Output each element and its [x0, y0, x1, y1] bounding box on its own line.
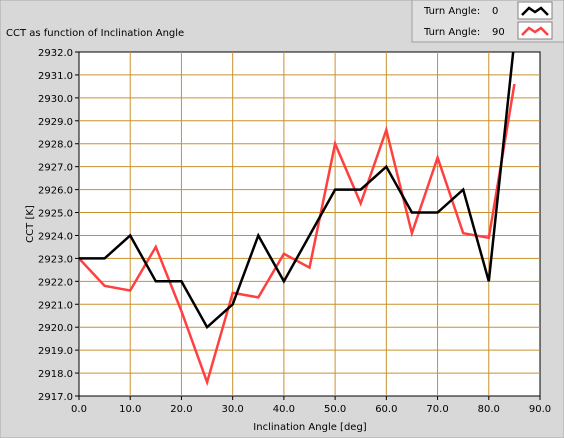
- x-tick-label: 50.0: [324, 404, 346, 415]
- legend-swatch-0: [521, 6, 549, 16]
- y-tick-label: 2920.0: [38, 323, 73, 334]
- y-tick-label: 2931.0: [38, 71, 73, 82]
- x-axis: 0.0 10.0 20.0 30.0 40.0 50.0 60.0 70.0 80.0 90.0: [71, 396, 551, 415]
- chart-title: CCT as function of Inclination Angle: [6, 28, 184, 39]
- y-tick-label: 2918.0: [38, 369, 73, 380]
- x-axis-label: Inclination Angle [deg]: [253, 422, 367, 433]
- y-tick-label: 2923.0: [38, 254, 73, 265]
- y-axis-label: CCT [K]: [25, 205, 36, 243]
- plot-area: [78, 51, 541, 397]
- x-tick-label: 80.0: [478, 404, 500, 415]
- x-tick-label: 40.0: [273, 404, 295, 415]
- y-tick-label: 2925.0: [38, 209, 73, 220]
- x-tick-label: 10.0: [119, 404, 141, 415]
- x-tick-label: 30.0: [222, 404, 244, 415]
- y-tick-label: 2930.0: [38, 94, 73, 105]
- x-tick-label: 70.0: [426, 404, 448, 415]
- x-tick-label: 60.0: [375, 404, 397, 415]
- y-tick-label: 2917.0: [38, 392, 73, 403]
- legend: Turn Angle: 0 Turn Angle: 90: [411, 0, 564, 43]
- y-tick-label: 2926.0: [38, 186, 73, 197]
- legend-label-1: Turn Angle:: [423, 27, 480, 38]
- x-tick-label: 20.0: [170, 404, 192, 415]
- x-tick-label: 0.0: [71, 404, 87, 415]
- y-tick-label: 2929.0: [38, 117, 73, 128]
- y-tick-label: 2921.0: [38, 300, 73, 311]
- grid: [79, 52, 540, 396]
- y-tick-label: 2928.0: [38, 140, 73, 151]
- series-line-turn-angle-0: [79, 52, 515, 330]
- legend-value-0: 0: [492, 6, 498, 17]
- y-tick-label: 2932.0: [38, 48, 73, 59]
- series-layer: [79, 52, 516, 387]
- x-tick-label: 90.0: [529, 404, 551, 415]
- legend-swatch-1: [521, 26, 549, 36]
- y-tick-label: 2927.0: [38, 163, 73, 174]
- legend-label-0: Turn Angle:: [423, 6, 480, 17]
- y-tick-label: 2922.0: [38, 277, 73, 288]
- legend-value-1: 90: [492, 27, 505, 38]
- y-tick-label: 2919.0: [38, 346, 73, 357]
- y-axis: 2917.0 2918.0 2919.0 2920.0 2921.0 2922.0 2923…: [38, 48, 79, 403]
- y-tick-label: 2924.0: [38, 231, 73, 242]
